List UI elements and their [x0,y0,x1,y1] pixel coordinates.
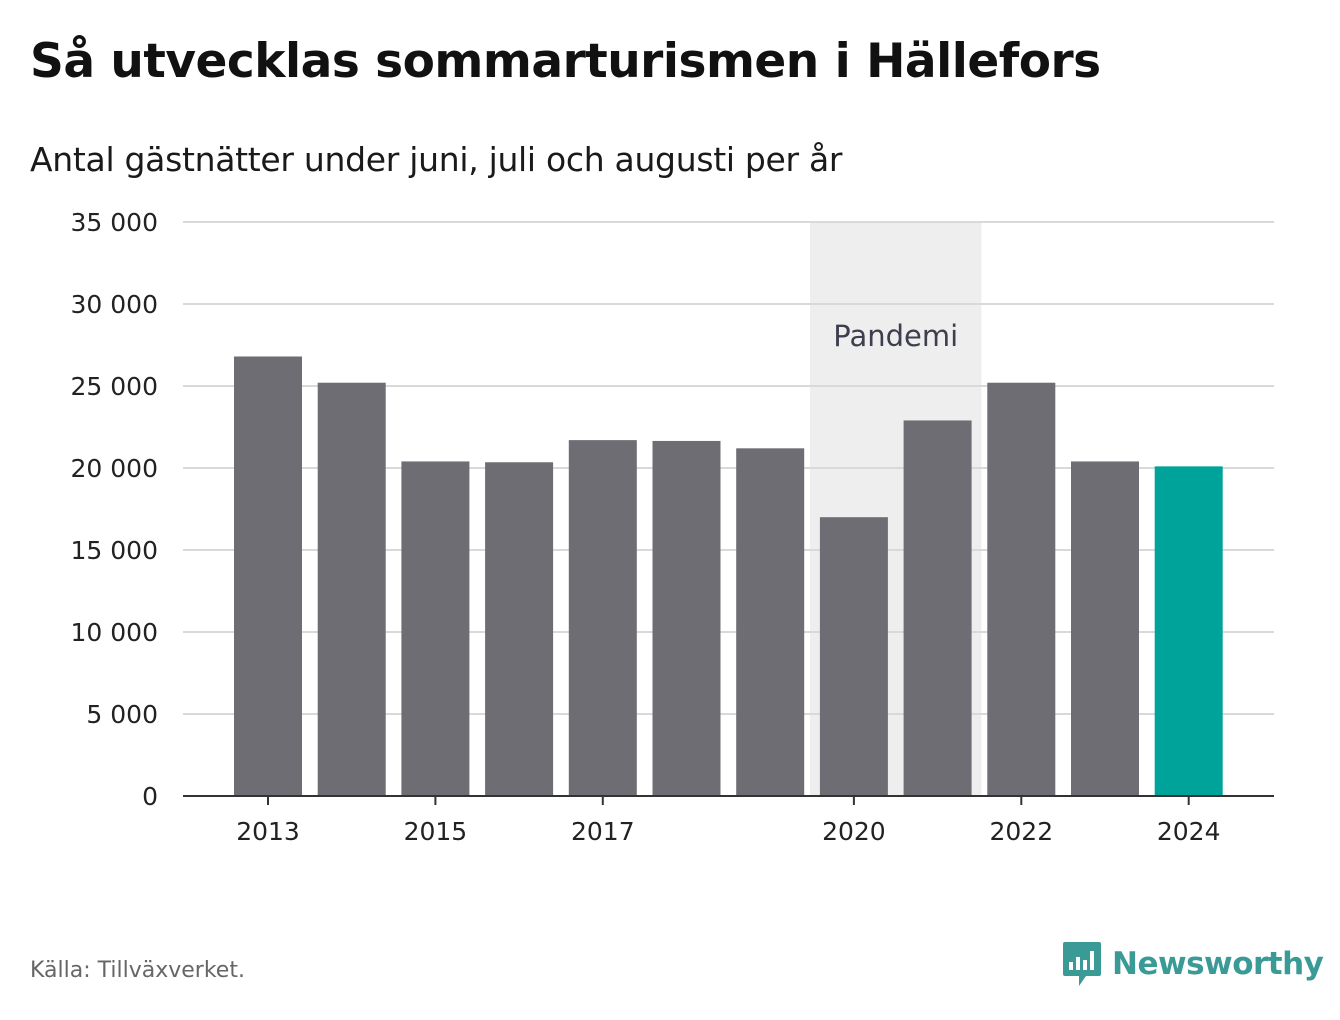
source-note: Källa: Tillväxverket. [30,958,245,983]
bar-group [234,356,1223,796]
bar [1154,466,1223,796]
x-tick-label: 2015 [404,817,468,846]
bar [317,382,386,796]
bar [903,420,972,796]
y-tick-label: 30 000 [71,290,158,319]
bar [234,356,302,796]
y-tick-label: 25 000 [71,372,158,401]
bar [1071,461,1139,796]
brand-name: Newsworthy [1112,946,1324,982]
y-tick-label: 10 000 [71,618,158,647]
y-tick-label: 35 000 [71,208,158,237]
bar [568,440,637,796]
label-group: 0 5 000 10 000 15 000 20 000 25 000 30 000 35 0… [71,208,1221,846]
y-tick-label: 0 [142,782,158,811]
bar [819,517,888,796]
pandemic-label: Pandemi [833,319,958,353]
newsworthy-logo-icon [1063,942,1101,986]
x-tick-label: 2022 [989,817,1053,846]
x-tick-label: 2020 [822,817,886,846]
x-tick-label: 2017 [571,817,635,846]
x-tick-label: 2013 [236,817,300,846]
bar [485,462,554,796]
bar [736,448,805,796]
bar [652,440,721,796]
bar [987,382,1056,796]
bar-chart: Pandemi 0 5 000 10 000 15 000 20 000 25 000 30… [71,208,1274,846]
x-tick-label: 2024 [1157,817,1221,846]
bar [401,461,470,796]
y-tick-label: 20 000 [71,454,158,483]
y-tick-label: 15 000 [71,536,158,565]
chart-subtitle: Antal gästnätter under juni, juli och au… [30,140,843,179]
newsworthy-logo: Newsworthy [1062,940,1324,988]
axis-group [183,795,1274,805]
y-tick-label: 5 000 [86,700,158,729]
chart-title: Så utvecklas sommarturismen i Hällefors [30,34,1101,89]
